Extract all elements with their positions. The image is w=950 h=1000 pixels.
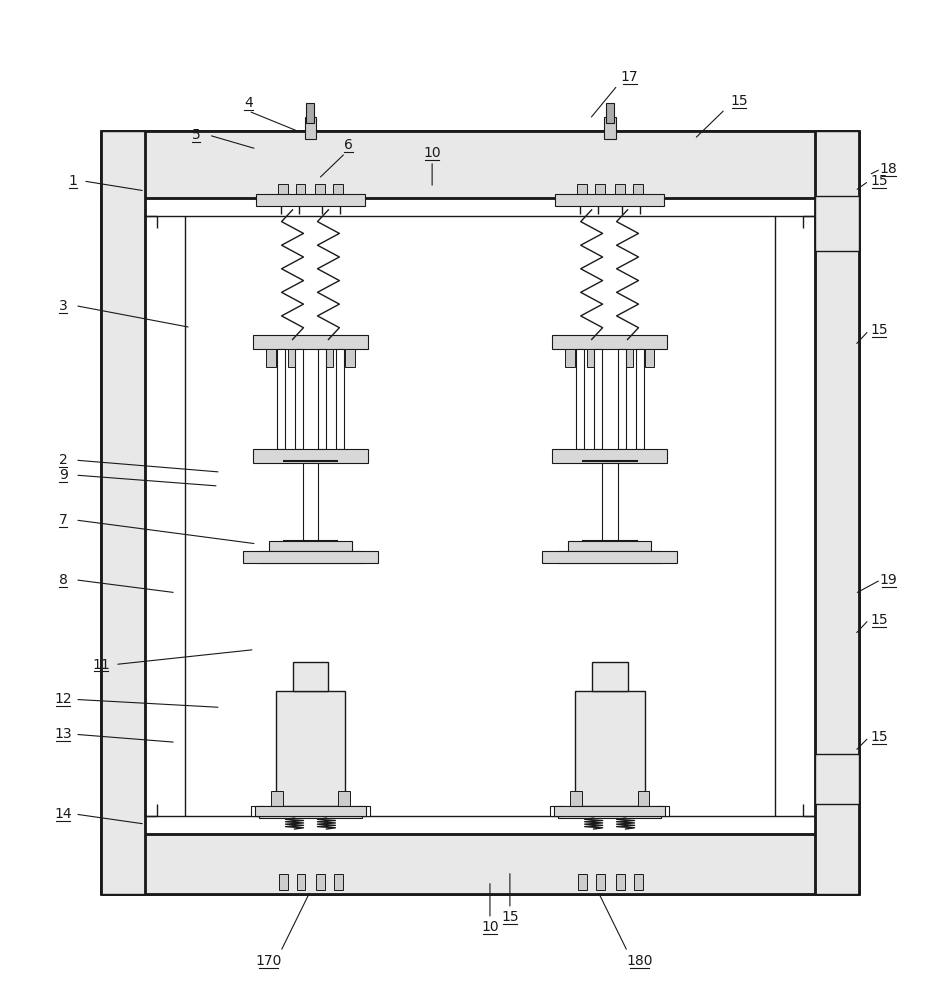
Bar (634, 874, 642, 890)
Bar (555, 194, 664, 206)
Bar (334, 874, 343, 890)
Text: 15: 15 (870, 613, 887, 627)
Bar (637, 791, 650, 811)
Bar (338, 791, 351, 811)
Bar (564, 349, 575, 367)
Bar (276, 349, 285, 449)
Text: 7: 7 (59, 513, 67, 527)
Bar (253, 335, 369, 349)
Bar (258, 806, 362, 818)
Text: 10: 10 (424, 146, 441, 160)
Bar (552, 335, 668, 349)
Bar (596, 874, 604, 890)
Text: 15: 15 (870, 323, 887, 337)
Bar (253, 449, 369, 463)
Text: 15: 15 (870, 730, 887, 744)
Bar (302, 463, 318, 543)
Bar (346, 349, 355, 367)
Bar (601, 463, 618, 543)
Bar (307, 103, 314, 123)
Bar (242, 551, 378, 563)
Bar (542, 551, 677, 563)
Text: 18: 18 (880, 162, 898, 176)
Bar (552, 449, 668, 463)
Bar (278, 874, 288, 890)
Bar (644, 349, 655, 367)
Bar (266, 349, 275, 367)
Bar (101, 131, 145, 894)
Bar (256, 194, 366, 206)
Text: 9: 9 (59, 468, 67, 482)
Bar (568, 541, 652, 553)
Text: 2: 2 (59, 453, 67, 467)
Text: 13: 13 (54, 727, 72, 741)
Bar (615, 184, 624, 202)
Bar (258, 551, 362, 563)
Bar (657, 806, 670, 816)
Bar (578, 874, 587, 890)
Bar (554, 806, 665, 816)
Bar (101, 834, 859, 894)
Text: 6: 6 (344, 138, 352, 152)
Bar (277, 184, 288, 202)
Bar (101, 131, 859, 894)
Bar (636, 349, 643, 449)
Bar (616, 874, 624, 890)
Text: 4: 4 (244, 96, 253, 110)
Bar (594, 349, 601, 449)
Bar (633, 184, 642, 202)
Bar (336, 349, 345, 449)
Bar (550, 806, 561, 816)
Text: 19: 19 (880, 573, 898, 587)
Bar (592, 662, 628, 691)
Text: 15: 15 (731, 94, 748, 108)
Bar (269, 541, 352, 553)
Text: 10: 10 (481, 920, 499, 934)
Bar (558, 806, 661, 818)
Bar (570, 791, 581, 811)
Text: 15: 15 (870, 174, 887, 188)
Bar (295, 184, 306, 202)
Bar (815, 754, 859, 804)
Bar (251, 806, 262, 816)
Bar (255, 806, 367, 816)
Bar (603, 117, 616, 139)
Bar (271, 791, 282, 811)
Bar (558, 551, 661, 563)
Bar (323, 349, 333, 367)
Text: 17: 17 (620, 70, 638, 84)
Bar (101, 131, 859, 198)
Text: 1: 1 (68, 174, 78, 188)
Bar (294, 349, 302, 449)
Bar (305, 117, 316, 139)
Bar (575, 691, 644, 806)
Bar (595, 184, 604, 202)
Text: 3: 3 (59, 299, 67, 313)
Bar (622, 349, 633, 367)
Bar (587, 349, 597, 367)
Text: 8: 8 (59, 573, 67, 587)
Bar (293, 662, 329, 691)
Text: 180: 180 (626, 954, 653, 968)
Text: 5: 5 (192, 128, 200, 142)
Text: 11: 11 (92, 658, 110, 672)
Bar (358, 806, 370, 816)
Bar (316, 874, 326, 890)
Bar (815, 131, 859, 894)
Text: 14: 14 (54, 807, 72, 821)
Bar (815, 196, 859, 251)
Bar (605, 103, 614, 123)
Bar (333, 184, 343, 202)
Text: 12: 12 (54, 692, 72, 706)
Bar (296, 874, 306, 890)
Bar (288, 349, 297, 367)
Text: 170: 170 (256, 954, 282, 968)
Bar (577, 184, 587, 202)
Bar (276, 691, 346, 806)
Bar (318, 349, 327, 449)
Bar (576, 349, 583, 449)
Bar (315, 184, 326, 202)
Text: 15: 15 (501, 910, 519, 924)
Bar (618, 349, 625, 449)
